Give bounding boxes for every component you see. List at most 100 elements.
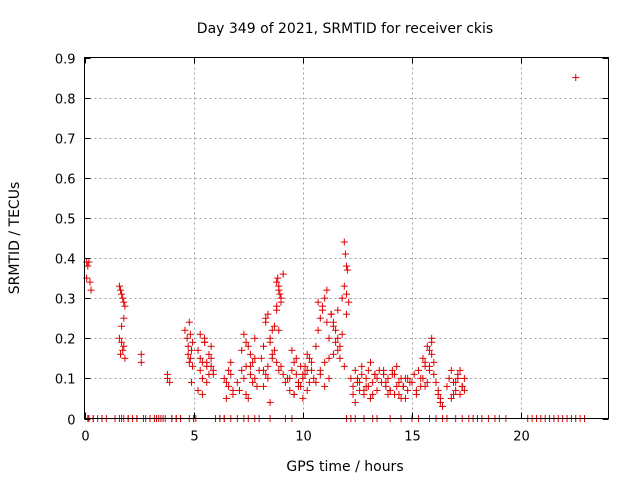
- data-point: [194, 346, 202, 354]
- data-point: [327, 310, 335, 318]
- data-point: [262, 370, 270, 378]
- data-point: [288, 346, 296, 354]
- data-point: [321, 382, 329, 390]
- data-point: [371, 370, 379, 378]
- data-point: [286, 386, 294, 394]
- data-point: [454, 374, 462, 382]
- data-point: [380, 370, 388, 378]
- data-point: [227, 370, 235, 378]
- data-point: [340, 238, 348, 246]
- data-point: [198, 390, 206, 398]
- data-point: [275, 282, 283, 290]
- data-point: [434, 390, 442, 398]
- data-point: [117, 286, 125, 294]
- data-point: [423, 342, 431, 350]
- data-point: [410, 370, 418, 378]
- data-point: [184, 342, 192, 350]
- data-point: [227, 358, 235, 366]
- data-point: [334, 334, 342, 342]
- data-point: [358, 370, 366, 378]
- data-point: [117, 350, 125, 358]
- data-point: [118, 338, 126, 346]
- data-point: [369, 390, 377, 398]
- data-point: [118, 322, 126, 330]
- x-tick-label: 0: [81, 430, 89, 445]
- data-point: [260, 382, 268, 390]
- data-point: [353, 374, 361, 382]
- data-point: [321, 358, 329, 366]
- data-point: [240, 374, 248, 382]
- data-point: [340, 362, 348, 370]
- data-point: [270, 346, 278, 354]
- data-point: [225, 366, 233, 374]
- data-point: [244, 394, 252, 402]
- y-tick-label: 0.4: [55, 253, 76, 268]
- data-point: [229, 390, 237, 398]
- data-point: [329, 350, 337, 358]
- data-point: [225, 382, 233, 390]
- data-point: [428, 338, 436, 346]
- data-point: [222, 394, 230, 402]
- data-point: [425, 366, 433, 374]
- data-point: [397, 374, 405, 382]
- data-point: [443, 382, 451, 390]
- data-point: [384, 390, 392, 398]
- data-point: [367, 358, 375, 366]
- y-tick-label: 0.1: [55, 373, 76, 388]
- data-point: [460, 374, 468, 382]
- data-point: [220, 374, 228, 382]
- data-point: [349, 390, 357, 398]
- y-tick-label: 0.8: [55, 93, 76, 108]
- data-point: [312, 342, 320, 350]
- data-point: [432, 378, 440, 386]
- data-point: [276, 290, 284, 298]
- data-point: [120, 342, 128, 350]
- data-point: [253, 382, 261, 390]
- data-point: [399, 382, 407, 390]
- data-point: [240, 330, 248, 338]
- data-point: [270, 322, 278, 330]
- data-point: [343, 262, 350, 270]
- data-point: [447, 394, 455, 402]
- data-point: [264, 374, 272, 382]
- data-point: [338, 294, 346, 302]
- data-point: [275, 366, 283, 374]
- axis-ticks: 0 0.1 0.2 0.3 0.4 0.5 0.6 0.7 0.8 0.9 0 5 10 15 20: [55, 53, 609, 445]
- data-point: [362, 382, 370, 390]
- data-point: [275, 326, 283, 334]
- x-axis-label: GPS time / hours: [286, 459, 403, 475]
- data-point: [196, 354, 204, 362]
- data-point: [279, 270, 287, 278]
- data-point: [163, 370, 171, 378]
- y-tick-label: 0: [67, 414, 75, 429]
- data-point: [209, 370, 217, 378]
- data-point: [121, 354, 129, 362]
- data-point: [185, 318, 193, 326]
- data-point: [277, 298, 285, 306]
- y-tick-label: 0.6: [55, 173, 76, 188]
- data-point: [439, 402, 447, 410]
- data-point: [260, 342, 268, 350]
- data-point: [189, 362, 197, 370]
- data-point: [262, 314, 270, 322]
- data-point: [279, 370, 287, 378]
- data-point: [268, 326, 276, 334]
- data-point: [428, 350, 436, 358]
- data-point: [329, 318, 337, 326]
- data-point: [119, 346, 127, 354]
- data-point: [391, 370, 399, 378]
- data-point: [233, 378, 241, 386]
- data-point: [264, 310, 272, 318]
- x-tick-label: 10: [295, 430, 312, 445]
- data-point: [186, 330, 194, 338]
- data-point: [257, 354, 265, 362]
- data-point: [343, 290, 350, 298]
- data-point: [395, 390, 403, 398]
- data-point: [314, 326, 322, 334]
- data-point: [84, 262, 92, 270]
- data-point: [290, 390, 298, 398]
- data-point: [367, 394, 375, 402]
- data-point: [242, 338, 250, 346]
- data-point: [458, 382, 466, 390]
- data-point: [425, 346, 433, 354]
